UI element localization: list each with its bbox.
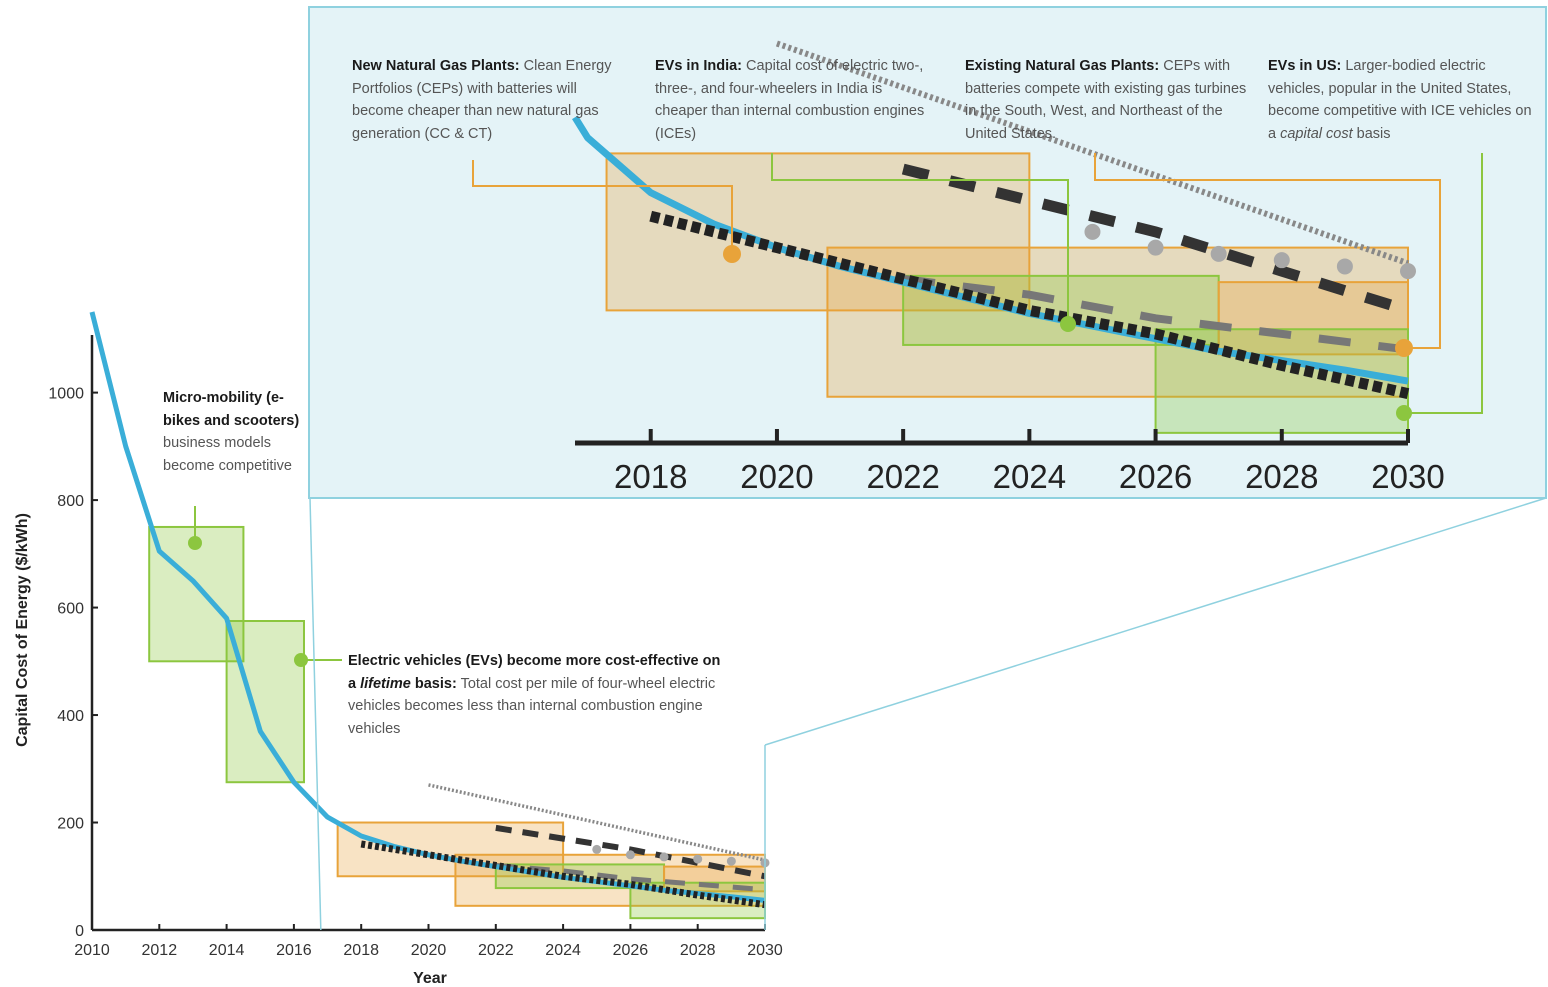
ev-callout-dot: [294, 653, 308, 667]
zoom-connector: [309, 497, 1547, 931]
zoom-x-tick-label-1: 2020: [740, 458, 813, 495]
x-axis-title: Year: [413, 970, 447, 987]
annotation-ev-lifetime: Electric vehicles (EVs) become more cost…: [348, 650, 728, 740]
annotation-evs-us-text2: basis: [1352, 125, 1391, 142]
main-x-tick-label-0: 2010: [74, 942, 110, 959]
main-x-tick-label-2: 2014: [209, 942, 245, 959]
main-series-5-point-4: [726, 856, 736, 866]
zoom-series-1: [649, 210, 1410, 399]
annotation-existing-gas-plants: Existing Natural Gas Plants: CEPs with b…: [965, 55, 1257, 145]
main-x-tick-label-10: 2030: [747, 942, 783, 959]
annotation-evs-us: EVs in US: Larger-bodied electric vehicl…: [1268, 55, 1536, 145]
annotation-evs-us-text1: Larger-bodied electric vehicles, popular…: [1268, 58, 1532, 142]
main-y-tick-label-1: 200: [57, 816, 84, 833]
annotation-existing-gas-title: Existing Natural Gas Plants:: [965, 58, 1160, 74]
zoom-series-5-point-0: [1084, 223, 1101, 240]
zoom-box-3: [1217, 281, 1409, 356]
callout-evs-us-line: [1406, 153, 1483, 414]
main-y-tick-label-4: 800: [57, 493, 84, 510]
zoom-panel: 2018 2020 2022 2024 2026 2028 2030: [308, 6, 1547, 499]
connector-left: [309, 497, 322, 931]
main-x-tick-label-9: 2028: [680, 942, 716, 959]
callout-evs-india-line: [771, 153, 1069, 322]
main-x-tick-label-5: 2020: [411, 942, 447, 959]
main-series-5-point-3: [693, 854, 703, 864]
main-x-tick-label-4: 2018: [343, 942, 379, 959]
zoom-x-tick-label-2: 2022: [866, 458, 939, 495]
main-y-tick-label-2: 400: [57, 708, 84, 725]
main-x-tick-label-6: 2022: [478, 942, 514, 959]
callout-evs-india-dot: [1060, 316, 1076, 332]
main-series-5-point-0: [592, 844, 602, 854]
main-y-tick-label-3: 600: [57, 601, 84, 618]
annotation-new-gas-plants: New Natural Gas Plants: Clean Energy Por…: [352, 55, 617, 145]
main-axes: 2010 2012 2014 2016 2018 2020 2022 2024 2026 2028…: [14, 335, 783, 987]
main-x-tick-label-7: 2024: [545, 942, 581, 959]
annotation-evs-india-text: Capital cost of electric two-, three-, a…: [655, 58, 925, 142]
main-series-5-point-2: [659, 852, 669, 862]
zoom-x-tick-label-0: 2018: [614, 458, 687, 495]
annotation-evs-india: EVs in India: Capital cost of electric t…: [655, 55, 930, 145]
main-y-tick-label-5: 1000: [48, 386, 84, 403]
annotation-micro-mobility-title: Micro-mobility (e-bikes and scooters): [163, 390, 300, 429]
connector-right: [764, 497, 1547, 746]
annotation-ev-lifetime-title-end: basis:: [410, 675, 457, 692]
zoom-series-5-point-4: [1336, 258, 1353, 275]
main-series-3: [495, 863, 766, 893]
zoom-series-5-point-5: [1400, 263, 1416, 280]
zoom-series-5-point-3: [1273, 252, 1290, 269]
annotation-evs-india-title: EVs in India:: [655, 58, 743, 74]
callout-existing-gas-dot: [1395, 339, 1413, 357]
main-x-tick-label-8: 2026: [613, 942, 649, 959]
zoom-series-5-point-1: [1147, 239, 1164, 256]
callout-existing-gas-line: [1094, 153, 1441, 349]
main-series-4: [428, 783, 766, 862]
micro-callout-dot: [188, 536, 202, 550]
annotation-micro-mobility-text: business models become competitive: [163, 435, 292, 474]
main-x-tick-label-3: 2016: [276, 942, 312, 959]
zoom-background: [308, 6, 1547, 499]
main-series: [89, 311, 770, 909]
annotation-new-gas-text: Clean Energy Portfolios (CEPs) with batt…: [352, 58, 612, 142]
annotation-ev-lifetime-title: Electric vehicles (EVs) become more cost…: [348, 653, 721, 692]
zoom-x-tick-label-5: 2028: [1245, 458, 1318, 495]
main-y-tick-label-0: 0: [75, 923, 84, 940]
y-axis-title: Capital Cost of Energy ($/kWh): [14, 513, 31, 747]
annotation-micro-mobility: Micro-mobility (e-bikes and scooters) bu…: [163, 387, 313, 477]
annotation-evs-us-italic: capital cost: [1280, 125, 1353, 142]
callout-evs-us-dot: [1396, 405, 1412, 421]
main-series-2: [495, 824, 766, 880]
main-series-5-point-1: [625, 850, 635, 860]
zoom-x-tick-label-3: 2024: [993, 458, 1066, 495]
main-x-tick-label-1: 2012: [142, 942, 178, 959]
annotation-evs-us-title: EVs in US:: [1268, 58, 1342, 74]
zoom-x-tick-label-4: 2026: [1119, 458, 1192, 495]
annotation-ev-lifetime-text: Total cost per mile of four-wheel electr…: [348, 675, 716, 737]
main-boxes: [148, 525, 767, 920]
callout-new-gas-line: [472, 160, 733, 252]
annotation-ev-lifetime-italic: lifetime: [360, 675, 411, 692]
zoom-series-5-point-2: [1210, 245, 1227, 262]
callout-new-gas-dot: [723, 245, 741, 263]
main-series-1: [360, 840, 766, 909]
annotation-existing-gas-text: CEPs with batteries compete with existin…: [965, 58, 1247, 142]
annotation-new-gas-title: New Natural Gas Plants:: [352, 58, 520, 74]
zoom-x-tick-label-6: 2030: [1371, 458, 1444, 495]
main-box-1: [225, 620, 305, 784]
zoom-series-2: [901, 163, 1410, 316]
zoom-series-3: [902, 275, 1409, 354]
